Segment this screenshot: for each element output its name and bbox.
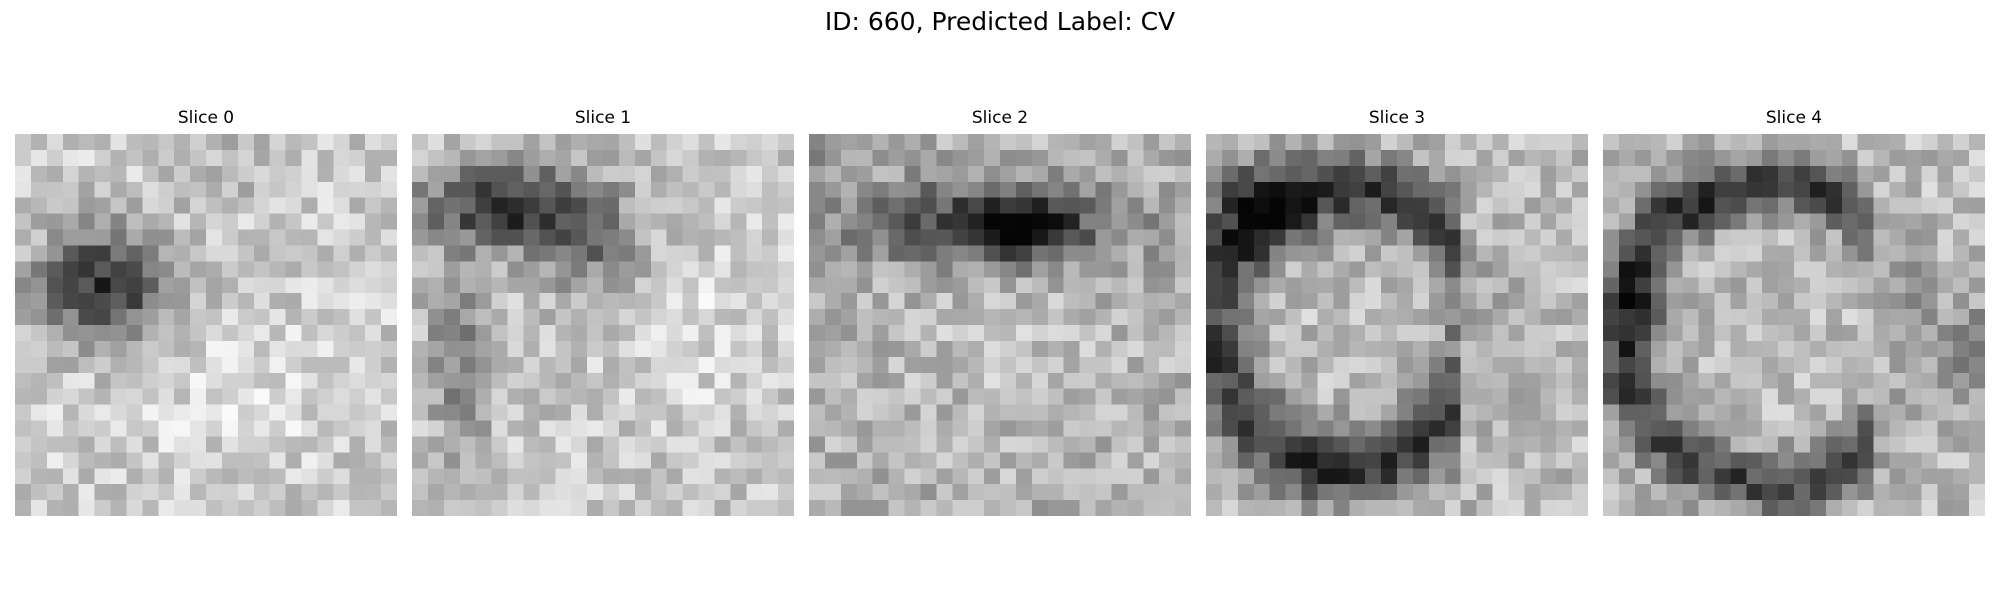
slice-panel-2: Slice 2 bbox=[809, 107, 1191, 518]
slice-title-1: Slice 1 bbox=[574, 108, 632, 128]
slice-title-4: Slice 4 bbox=[1765, 108, 1823, 128]
slice-panel-0: Slice 0 bbox=[15, 107, 397, 518]
slice-image-0 bbox=[15, 134, 397, 516]
slice-title-2: Slice 2 bbox=[971, 108, 1029, 128]
slice-panels: Slice 0 Slice 1 Slice 2 Slice 3 Slice 4 bbox=[15, 107, 1985, 518]
slice-image-4 bbox=[1603, 134, 1985, 516]
slice-panel-3: Slice 3 bbox=[1206, 107, 1588, 518]
slice-title-0: Slice 0 bbox=[177, 108, 235, 128]
figure-title: ID: 660, Predicted Label: CV bbox=[824, 7, 1176, 36]
slice-image-3 bbox=[1206, 134, 1588, 516]
slice-title-3: Slice 3 bbox=[1368, 108, 1426, 128]
slice-panel-4: Slice 4 bbox=[1603, 107, 1985, 518]
slice-image-2 bbox=[809, 134, 1191, 516]
slice-image-1 bbox=[412, 134, 794, 516]
slice-panel-1: Slice 1 bbox=[412, 107, 794, 518]
